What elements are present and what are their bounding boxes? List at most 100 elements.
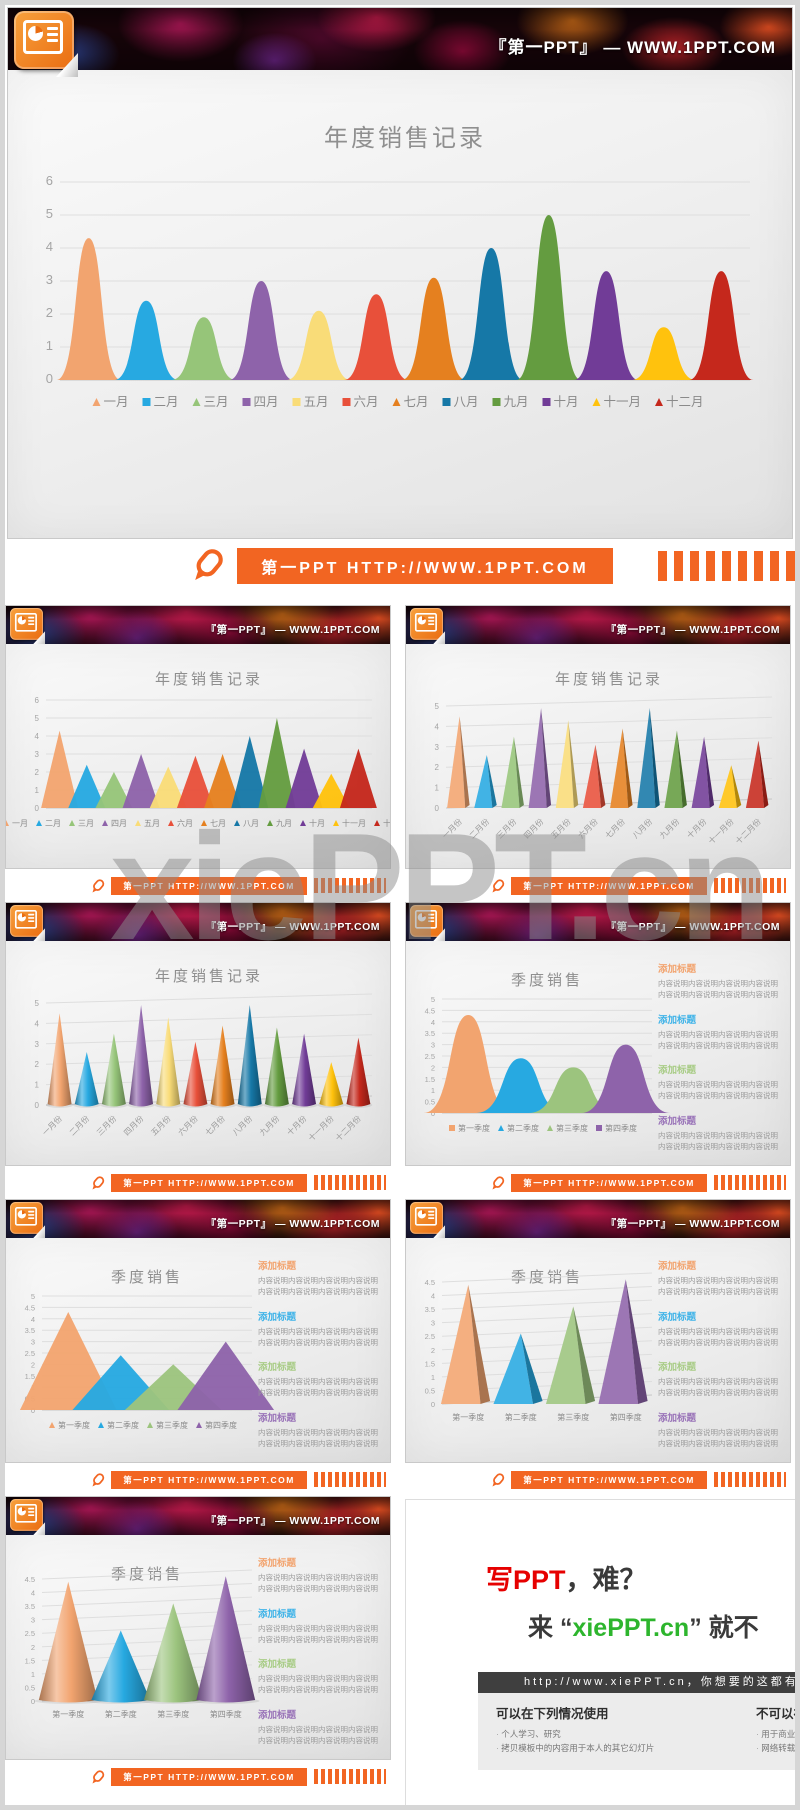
caption-title: 添加标题 (658, 964, 697, 975)
caption-body: 内容说明内容说明内容说明内容说明 内容说明内容说明内容说明内容说明 (658, 1326, 778, 1347)
svg-text:九月: 九月 (504, 395, 529, 409)
svg-text:一月: 一月 (104, 395, 129, 409)
pie-chart-icon (17, 1507, 26, 1516)
footer-banner: 第一PPT HTTP://WWW.1PPT.COM (406, 877, 790, 895)
svg-text:第三季度: 第三季度 (157, 1709, 189, 1719)
pen-icon (492, 1175, 505, 1189)
svg-text:年度销售记录: 年度销售记录 (155, 671, 263, 688)
footer-url[interactable]: 第一PPT HTTP://WWW.1PPT.COM (511, 1174, 707, 1192)
slide-header: 『第一PPT』 — WWW.1PPT.COM (8, 8, 792, 70)
slide-preview-5[interactable]: 『第一PPT』 — WWW.1PPT.COM 季度销售00.511.522.53… (6, 1200, 390, 1462)
pie-chart-icon (417, 913, 426, 922)
pie-chart-icon (17, 913, 26, 922)
ad-usage-panel: 可以在下列情况使用 个人学习、研究拷贝模板中的内容用于本人的其它幻灯片 不可以在… (478, 1693, 800, 1770)
svg-text:3.5: 3.5 (25, 1326, 35, 1335)
thumb-cell-4: 『第一PPT』 — WWW.1PPT.COM 季度销售 0 0.5 1 1.5 2 2.5 3… (406, 903, 790, 1199)
svg-text:3.5: 3.5 (25, 1602, 35, 1611)
caption-panel: 添加标题 内容说明内容说明内容说明内容说明 内容说明内容说明内容说明内容说明 添加标题… (658, 1258, 786, 1460)
slide-header: 『第一PPT』 — WWW.1PPT.COM (6, 606, 390, 644)
ad-denied-column: 不可以在下列情况使用 用于商业用途，或任何形式的转售网络转载、线上/线下传播 (756, 1701, 800, 1756)
svg-text:四月: 四月 (111, 819, 127, 828)
caption-title: 添加标题 (258, 1261, 297, 1272)
svg-text:4: 4 (31, 1315, 35, 1324)
svg-text:十一月: 十一月 (342, 818, 366, 828)
ad-url-bar[interactable]: http://www.xiePPT.cn，你想要的这都有 (478, 1672, 800, 1693)
caption-block: 添加标题 内容说明内容说明内容说明内容说明 内容说明内容说明内容说明内容说明 (658, 1359, 786, 1399)
svg-text:1: 1 (435, 784, 440, 793)
svg-text:1.5: 1.5 (25, 1372, 35, 1381)
svg-text:6: 6 (46, 173, 53, 188)
pie-chart-icon (417, 1210, 426, 1219)
slide-header: 『第一PPT』 — WWW.1PPT.COM (6, 903, 390, 941)
svg-text:季度销售: 季度销售 (111, 1269, 183, 1286)
svg-text:七月: 七月 (404, 395, 429, 409)
slide-preview-4[interactable]: 『第一PPT』 — WWW.1PPT.COM 季度销售 0 0.5 1 1.5 2 2.5 3… (406, 903, 790, 1165)
footer-banner: 第一PPT HTTP://WWW.1PPT.COM (6, 1471, 390, 1489)
svg-text:八月: 八月 (243, 819, 259, 828)
svg-text:八月份: 八月份 (230, 1113, 254, 1137)
stripes-decoration (314, 1769, 386, 1784)
svg-text:第二季度: 第二季度 (505, 1412, 537, 1422)
caption-title: 添加标题 (258, 1608, 297, 1620)
svg-text:0: 0 (35, 1101, 40, 1110)
footer-url[interactable]: 第一PPT HTTP://WWW.1PPT.COM (111, 1174, 307, 1192)
svg-text:二月: 二月 (154, 395, 179, 409)
svg-text:0: 0 (431, 1109, 435, 1118)
caption-title: 添加标题 (658, 1362, 697, 1373)
brand-title: 『第一PPT』 — WWW.1PPT.COM (605, 1218, 780, 1230)
svg-text:3: 3 (31, 1338, 35, 1347)
svg-text:季度销售: 季度销售 (511, 972, 583, 989)
svg-text:十二月份: 十二月份 (333, 1113, 363, 1143)
svg-text:五月份: 五月份 (149, 1113, 173, 1137)
slide-preview-7[interactable]: 『第一PPT』 — WWW.1PPT.COM 季度销售00.511.522.53… (6, 1497, 390, 1759)
caption-block: 添加标题 内容说明内容说明内容说明内容说明 内容说明内容说明内容说明内容说明 (658, 1062, 786, 1102)
svg-text:六月份: 六月份 (176, 1113, 200, 1137)
slide-preview-6[interactable]: 『第一PPT』 — WWW.1PPT.COM 季度销售00.511.522.53… (406, 1200, 790, 1462)
svg-text:0: 0 (46, 371, 53, 386)
slide-preview-main[interactable]: 『第一PPT』 — WWW.1PPT.COM 年度销售记录 0 1 2 3 4 5 6 一月 二月… (8, 8, 792, 538)
svg-text:3: 3 (431, 1041, 435, 1050)
footer-banner: 第一PPT HTTP://WWW.1PPT.COM (0, 548, 800, 584)
svg-text:2.5: 2.5 (25, 1629, 35, 1638)
slide-preview-1[interactable]: 『第一PPT』 — WWW.1PPT.COM 年度销售记录 0 1 2 3 4 5 6 一月 二月… (3, 606, 407, 868)
svg-text:1: 1 (31, 1670, 35, 1679)
svg-text:七月份: 七月份 (203, 1113, 227, 1137)
footer-url[interactable]: 第一PPT HTTP://WWW.1PPT.COM (111, 877, 307, 895)
svg-text:第三季度: 第三季度 (557, 1412, 589, 1422)
ad-headline: 写PPT，难？ (486, 1565, 647, 1595)
svg-text:5: 5 (431, 995, 435, 1004)
ad-allowed-title: 可以在下列情况使用 (496, 1707, 609, 1721)
footer-url[interactable]: 第一PPT HTTP://WWW.1PPT.COM (511, 1471, 707, 1489)
annual-sales-peak-chart: 年度销售记录 0 1 2 3 4 5 6 一月 二月 三月 四月 五月 六月 七月 八月 九月 十月 十一月 十二月 (8, 70, 792, 515)
svg-text:5: 5 (35, 999, 40, 1008)
footer-url[interactable]: 第一PPT HTTP://WWW.1PPT.COM (511, 877, 707, 895)
svg-text:4: 4 (435, 722, 440, 731)
footer-url[interactable]: 第一PPT HTTP://WWW.1PPT.COM (111, 1471, 307, 1489)
ppt-logo-icon (10, 608, 46, 645)
xieppt-ad-slide[interactable]: 写PPT，难？ 来 “xiePPT.cn” 就不 http://www.xieP… (406, 1500, 800, 1810)
caption-title: 添加标题 (258, 1659, 297, 1670)
svg-text:十月份: 十月份 (284, 1113, 308, 1137)
caption-title: 添加标题 (258, 1412, 297, 1424)
svg-text:九月: 九月 (276, 819, 292, 828)
svg-text:六月: 六月 (177, 818, 193, 828)
footer-url[interactable]: 第一PPT HTTP://WWW.1PPT.COM (111, 1768, 307, 1786)
svg-text:1: 1 (431, 1373, 435, 1382)
svg-text:3: 3 (435, 743, 440, 752)
caption-body: 内容说明内容说明内容说明内容说明 内容说明内容说明内容说明内容说明 (658, 1029, 778, 1050)
footer-url[interactable]: 第一PPT HTTP://WWW.1PPT.COM (237, 548, 613, 584)
svg-text:一月份: 一月份 (40, 1113, 64, 1137)
slide-preview-2[interactable]: 『第一PPT』 — WWW.1PPT.COM 年度销售记录 0 1 2 3 4 5 一月份 二月… (406, 606, 790, 868)
caption-title: 添加标题 (258, 1709, 297, 1721)
caption-body: 内容说明内容说明内容说明内容说明 内容说明内容说明内容说明内容说明 (258, 1674, 378, 1695)
svg-text:5: 5 (46, 206, 53, 221)
caption-body: 内容说明内容说明内容说明内容说明 内容说明内容说明内容说明内容说明 (258, 1623, 378, 1644)
caption-title: 添加标题 (258, 1311, 297, 1323)
svg-text:第四季度: 第四季度 (210, 1709, 242, 1719)
caption-block: 添加标题 内容说明内容说明内容说明内容说明 内容说明内容说明内容说明内容说明 (258, 1258, 386, 1298)
slide-preview-3[interactable]: 『第一PPT』 — WWW.1PPT.COM 年度销售记录 0 1 2 3 4 5 一月份 二月… (6, 903, 390, 1165)
caption-block: 添加标题内容说明内容说明内容说明内容说明 内容说明内容说明内容说明内容说明 (258, 1656, 386, 1696)
caption-body: 内容说明内容说明内容说明内容说明 内容说明内容说明内容说明内容说明 (258, 1427, 378, 1448)
slide-header: 『第一PPT』 — WWW.1PPT.COM (6, 1200, 390, 1238)
